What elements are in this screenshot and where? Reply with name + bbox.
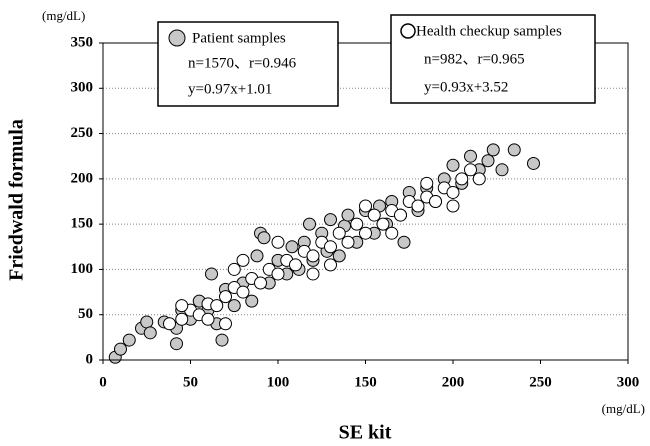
legend-marker [168, 29, 186, 47]
legend-label: Health checkup samples [416, 23, 562, 39]
x-axis-label: SE kit [339, 422, 392, 444]
point [481, 154, 495, 168]
point [140, 315, 154, 329]
point [464, 149, 477, 163]
point [250, 249, 264, 263]
y-tick-label: 100 [71, 261, 94, 277]
point [446, 199, 460, 213]
point [219, 290, 232, 304]
point [495, 163, 509, 177]
point [289, 258, 302, 272]
x-unit: (mg/dL) [602, 401, 645, 416]
y-tick-label: 250 [71, 125, 94, 141]
point [394, 208, 407, 222]
point [205, 267, 218, 281]
point [219, 317, 232, 331]
point [446, 185, 460, 199]
point [215, 333, 229, 347]
y-tick-label: 350 [71, 34, 94, 50]
annotation: y=0.93x+3.52 [424, 79, 508, 95]
point [332, 226, 346, 240]
legend-marker [400, 23, 416, 39]
point [324, 213, 337, 227]
annotation: n=982、r=0.965 [424, 51, 525, 67]
point [303, 217, 316, 231]
point [122, 333, 136, 347]
point [143, 326, 157, 340]
point [446, 158, 460, 172]
points [108, 143, 540, 364]
legend-label: Patient samples [192, 30, 286, 46]
point [210, 299, 224, 313]
point [175, 299, 189, 313]
point [507, 143, 521, 157]
point [271, 267, 285, 281]
point [163, 317, 176, 331]
y-tick-label: 300 [71, 80, 94, 96]
point [341, 235, 355, 249]
point [341, 208, 355, 222]
point [201, 312, 215, 326]
y-unit: (mg/dL) [42, 8, 85, 23]
point [455, 172, 469, 186]
point [170, 337, 183, 351]
point [397, 235, 411, 249]
point [367, 208, 381, 222]
y-tick-label: 0 [86, 351, 94, 367]
x-tick-label: 100 [267, 374, 290, 390]
point [306, 249, 320, 263]
point [306, 267, 320, 281]
x-tick-label: 200 [442, 374, 465, 390]
x-tick-label: 150 [354, 374, 377, 390]
point [236, 285, 250, 299]
x-tick-label: 300 [617, 374, 640, 390]
point [254, 276, 267, 290]
point [420, 176, 434, 190]
point [486, 143, 500, 157]
x-tick-label: 0 [99, 374, 107, 390]
point [236, 253, 250, 267]
y-axis-label: Friedwald formula [6, 119, 28, 281]
point [227, 262, 241, 276]
point [114, 342, 127, 356]
point [257, 231, 271, 245]
annotation: n=1570、r=0.946 [188, 55, 297, 71]
legend-box [390, 14, 596, 104]
point [464, 163, 477, 177]
x-tick-label: 50 [183, 374, 198, 390]
point [411, 199, 425, 213]
annotation: y=0.97x+1.01 [188, 81, 272, 97]
y-tick-label: 150 [71, 216, 94, 232]
y-tick-label: 50 [78, 306, 93, 322]
point [324, 258, 337, 272]
point [429, 195, 442, 208]
point [527, 156, 540, 170]
point [332, 249, 346, 263]
point [472, 172, 486, 186]
point [285, 240, 299, 254]
point [324, 240, 337, 254]
point [227, 299, 241, 313]
point [359, 226, 372, 240]
point [359, 199, 372, 213]
legend-box [157, 21, 339, 107]
point [376, 217, 390, 231]
y-tick-label: 200 [71, 170, 94, 186]
point [175, 312, 189, 326]
point [245, 294, 259, 308]
point [350, 217, 364, 231]
x-tick-label: 250 [529, 374, 552, 390]
point [271, 235, 285, 249]
plot-frame [102, 42, 629, 361]
point [385, 226, 399, 240]
